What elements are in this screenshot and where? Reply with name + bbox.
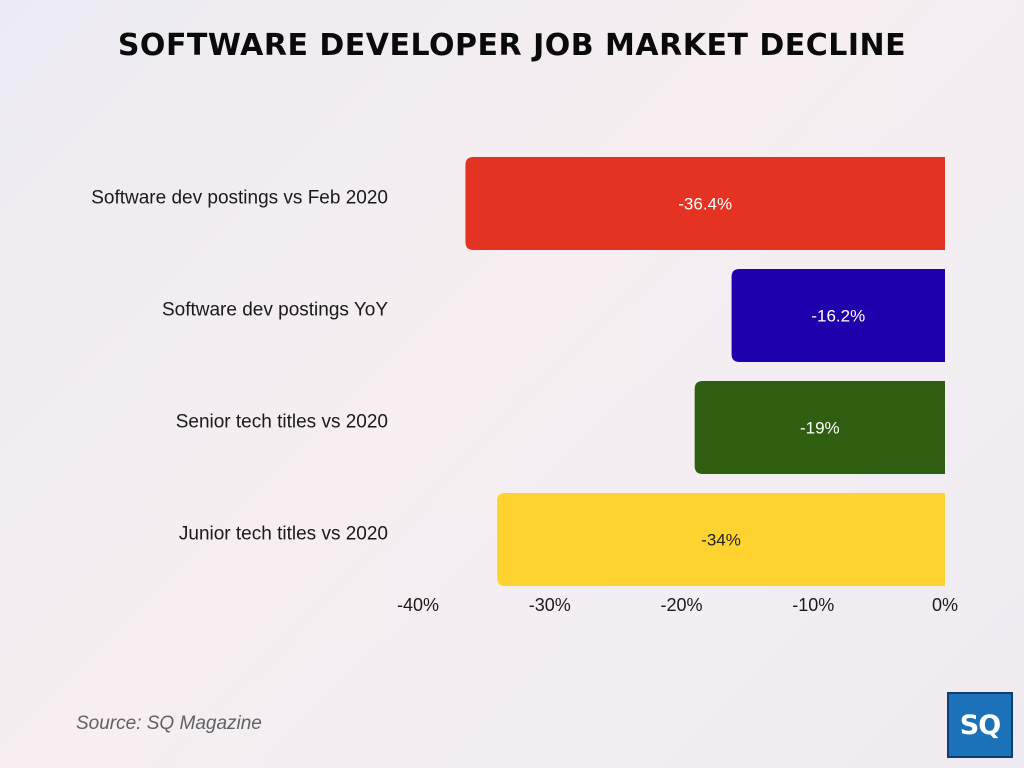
x-tick-label: -10%	[792, 595, 834, 615]
chart-title: SOFTWARE DEVELOPER JOB MARKET DECLINE	[117, 28, 907, 63]
data-label: -16.2%	[811, 307, 865, 326]
sq-logo: SQ	[947, 692, 1013, 758]
x-tick-label: -40%	[397, 595, 439, 615]
x-axis-ticks-layer: -40% -30% -20% -10% 0%	[397, 595, 958, 615]
bars-layer: -36.4% -16.2% -19% -34%	[465, 157, 945, 586]
category-label: Senior tech titles vs 2020	[176, 412, 388, 433]
bar	[465, 157, 945, 250]
data-label: -36.4%	[678, 195, 732, 214]
x-tick-label: -30%	[529, 595, 571, 615]
category-labels-layer: Software dev postings vs Feb 2020 Softwar…	[91, 188, 388, 545]
bar	[731, 269, 945, 362]
bar	[694, 381, 945, 474]
x-tick-label: -20%	[660, 595, 702, 615]
source-note: Source: SQ Magazine	[76, 713, 262, 734]
category-label: Software dev postings vs Feb 2020	[91, 188, 388, 209]
category-label: Software dev postings YoY	[162, 300, 388, 321]
bar	[497, 493, 945, 586]
bar-chart: -36.4% -16.2% -19% -34% Software dev postin…	[91, 157, 958, 615]
data-label: -34%	[701, 531, 741, 550]
x-tick-label: 0%	[932, 595, 958, 615]
category-label: Junior tech titles vs 2020	[179, 524, 388, 545]
data-label: -19%	[800, 419, 840, 438]
logo-text: SQ	[959, 709, 1001, 741]
